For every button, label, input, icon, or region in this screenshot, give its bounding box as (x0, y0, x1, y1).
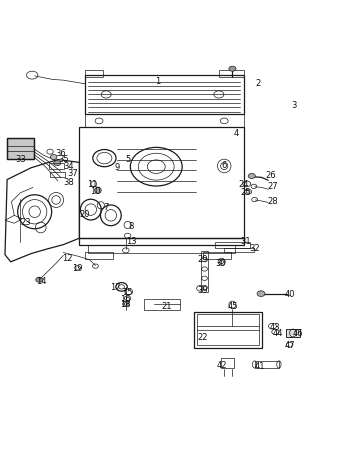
Text: 43: 43 (270, 323, 281, 332)
Bar (224, 247, 253, 252)
Text: 41: 41 (255, 362, 265, 371)
Text: 19: 19 (72, 264, 83, 273)
Text: 2: 2 (256, 79, 261, 88)
Text: 47: 47 (284, 341, 295, 350)
Text: 25: 25 (241, 188, 251, 197)
Text: 35: 35 (58, 155, 69, 164)
Text: 42: 42 (216, 361, 227, 370)
Bar (197, 314, 259, 345)
Bar (286, 329, 300, 337)
Text: 1: 1 (155, 77, 161, 86)
Bar (7, 138, 34, 159)
Text: 44: 44 (272, 329, 283, 338)
Text: 39: 39 (197, 286, 208, 295)
Text: 30: 30 (215, 259, 226, 268)
Text: 32: 32 (249, 245, 260, 254)
Bar (88, 245, 235, 253)
Bar (286, 329, 300, 337)
Bar (203, 252, 231, 259)
Text: 7: 7 (103, 203, 109, 211)
Ellipse shape (257, 291, 265, 296)
Bar (85, 70, 103, 77)
Bar (49, 163, 64, 169)
Text: 28: 28 (267, 197, 278, 206)
Text: 6: 6 (222, 162, 227, 171)
Text: 36: 36 (55, 149, 66, 158)
Ellipse shape (53, 161, 61, 166)
Ellipse shape (95, 187, 101, 193)
Text: 17: 17 (110, 283, 120, 292)
Ellipse shape (36, 277, 43, 282)
Ellipse shape (229, 66, 236, 71)
Text: 13: 13 (126, 238, 136, 247)
Text: 12: 12 (62, 255, 72, 264)
Text: 16: 16 (121, 294, 131, 304)
Text: 10: 10 (90, 187, 101, 196)
Text: 11: 11 (87, 180, 97, 189)
Text: 26: 26 (265, 171, 276, 180)
Text: 29: 29 (197, 255, 208, 264)
Text: 3: 3 (291, 101, 297, 110)
Bar (85, 252, 113, 259)
Ellipse shape (50, 154, 57, 160)
Text: 18: 18 (120, 300, 130, 309)
Bar (79, 238, 244, 246)
Bar (255, 361, 279, 368)
Text: 40: 40 (284, 289, 295, 298)
Text: 33: 33 (15, 155, 26, 164)
Bar (85, 75, 244, 114)
Text: 45: 45 (227, 302, 238, 311)
Bar (85, 114, 244, 127)
Text: 31: 31 (240, 238, 251, 247)
Bar (50, 171, 65, 178)
Bar (7, 138, 34, 159)
Text: 21: 21 (162, 302, 172, 311)
Bar (219, 70, 244, 77)
Bar (144, 299, 180, 310)
Text: 34: 34 (63, 162, 74, 171)
Text: 23: 23 (20, 218, 31, 227)
Bar (194, 312, 262, 348)
Text: 27: 27 (267, 182, 278, 191)
Text: 24: 24 (239, 180, 249, 189)
Text: 14: 14 (37, 276, 47, 285)
Ellipse shape (248, 173, 255, 179)
Text: 37: 37 (67, 170, 78, 178)
Bar (201, 251, 208, 292)
Text: 46: 46 (293, 329, 304, 338)
Text: 22: 22 (197, 333, 208, 342)
Text: 8: 8 (129, 222, 134, 231)
Text: 5: 5 (125, 155, 130, 164)
Text: 38: 38 (63, 178, 74, 187)
Bar (221, 358, 234, 368)
Text: 20: 20 (79, 210, 90, 219)
Text: 9: 9 (114, 163, 120, 172)
Text: 4: 4 (234, 129, 239, 138)
Text: 15: 15 (122, 288, 133, 297)
